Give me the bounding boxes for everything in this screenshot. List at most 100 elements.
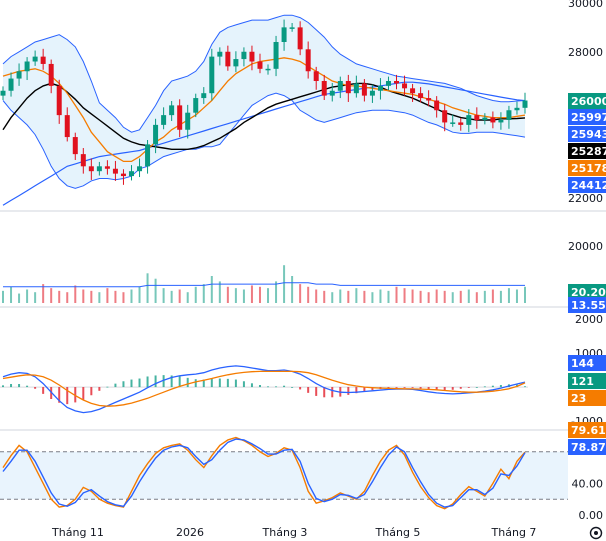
price-tick-label: 22000 bbox=[568, 192, 603, 205]
candle-body bbox=[233, 59, 239, 67]
candle bbox=[161, 107, 167, 130]
macd-histogram-bar bbox=[459, 387, 462, 389]
macd-histogram-bar bbox=[154, 375, 157, 388]
candle-body bbox=[410, 88, 416, 94]
volume-bar bbox=[114, 290, 117, 303]
volume-bar bbox=[258, 286, 261, 303]
volume-bar bbox=[202, 284, 205, 303]
volume-bar bbox=[226, 286, 229, 303]
candle-body bbox=[201, 93, 207, 99]
badge-value: 24412 bbox=[571, 179, 606, 192]
volume-bar bbox=[267, 288, 270, 303]
volume-bar bbox=[283, 265, 286, 303]
macd-histogram-bar bbox=[283, 385, 286, 388]
candle bbox=[112, 160, 118, 181]
volume-bar bbox=[90, 290, 93, 303]
stochastic-tick-label: 40.00 bbox=[572, 477, 604, 490]
time-axis: Tháng 11 2026 Tháng 3 Tháng 5 Tháng 7 bbox=[51, 526, 536, 539]
volume-bar bbox=[170, 290, 173, 303]
sma-long-line bbox=[2, 81, 526, 206]
macd-histogram-bar bbox=[395, 387, 398, 388]
candle-body bbox=[88, 166, 94, 172]
macd-histogram-bar bbox=[315, 387, 318, 396]
badge-value: 23 bbox=[571, 392, 586, 405]
candle bbox=[201, 87, 207, 104]
macd-histogram-bar bbox=[210, 378, 213, 388]
candle-body bbox=[153, 124, 159, 145]
price-tick-label: 28000 bbox=[568, 46, 603, 59]
volume-bar bbox=[186, 292, 189, 303]
macd-histogram-bar bbox=[82, 387, 85, 400]
badge-background bbox=[568, 284, 606, 300]
candle bbox=[418, 87, 424, 103]
volume-bar bbox=[34, 292, 37, 303]
candle bbox=[297, 21, 303, 56]
macd-histogram-bar bbox=[403, 387, 406, 388]
stochastic-panel: 40.00 0.00 bbox=[0, 436, 604, 522]
candle bbox=[466, 109, 472, 133]
macd-histogram-bar bbox=[419, 387, 422, 389]
macd-histogram-bar bbox=[178, 376, 181, 388]
candle bbox=[385, 76, 391, 91]
macd-histogram-bar bbox=[299, 387, 302, 390]
volume-bar bbox=[291, 276, 294, 303]
badge-background bbox=[568, 297, 606, 313]
volume-bar bbox=[50, 288, 53, 303]
macd-histogram-bar bbox=[483, 386, 486, 388]
macd-histogram-bar bbox=[451, 387, 454, 390]
candle bbox=[329, 82, 335, 102]
badge-value: 78.87 bbox=[571, 441, 606, 454]
candle bbox=[426, 90, 432, 107]
candle bbox=[394, 74, 400, 90]
candle-body bbox=[217, 51, 223, 57]
volume-badge: 20.204 bbox=[568, 284, 606, 300]
badge-value: 25997 bbox=[571, 111, 606, 124]
macd-histogram-bar bbox=[130, 379, 133, 388]
candle bbox=[128, 165, 134, 181]
candle-body bbox=[458, 122, 464, 125]
bollinger-fill bbox=[3, 15, 525, 189]
candle bbox=[137, 158, 143, 178]
candle-body bbox=[514, 107, 520, 111]
candle-body bbox=[466, 115, 472, 125]
candle-body bbox=[385, 81, 391, 86]
settings-icon-ring bbox=[589, 526, 603, 540]
candle-body bbox=[48, 63, 54, 86]
volume-bar bbox=[18, 293, 21, 303]
candle bbox=[0, 86, 6, 101]
badge-value: 26000 bbox=[571, 95, 606, 108]
candle bbox=[313, 66, 319, 90]
candle bbox=[353, 75, 359, 98]
candle bbox=[40, 48, 46, 70]
settings-icon[interactable] bbox=[589, 526, 603, 540]
volume-bar bbox=[210, 276, 213, 303]
macd-histogram-bar bbox=[18, 383, 21, 388]
macd-histogram-bar bbox=[34, 387, 37, 389]
volume-badge: 13.557 bbox=[568, 297, 606, 313]
volume-bar bbox=[451, 292, 454, 303]
macd-histogram-bar bbox=[331, 387, 334, 398]
candle-body bbox=[145, 144, 151, 167]
price-badges: 26000 25997 25943 25287 25178 24412 20.20413.5… bbox=[568, 93, 606, 455]
candle-body bbox=[305, 49, 311, 72]
price-badge: 24412 bbox=[568, 177, 606, 193]
volume-bar bbox=[331, 292, 334, 303]
macd-histogram-bar bbox=[491, 385, 494, 388]
macd-histogram-bar bbox=[427, 387, 430, 390]
macd-histogram-bar bbox=[114, 383, 117, 388]
candle bbox=[369, 84, 375, 103]
volume-bar bbox=[379, 289, 382, 303]
volume-bar bbox=[178, 289, 181, 303]
candle-body bbox=[297, 27, 303, 50]
candle bbox=[185, 104, 191, 139]
volume-bar bbox=[82, 289, 85, 303]
candle-body bbox=[337, 81, 343, 91]
candle-body bbox=[0, 90, 6, 96]
bollinger-lower bbox=[2, 92, 526, 189]
macd-histogram-bar bbox=[10, 383, 13, 388]
volume-bar bbox=[491, 289, 494, 303]
badge-background bbox=[568, 390, 606, 406]
volume-bar bbox=[483, 290, 486, 303]
volume-bar bbox=[130, 289, 133, 303]
macd-histogram-bar bbox=[307, 387, 310, 393]
